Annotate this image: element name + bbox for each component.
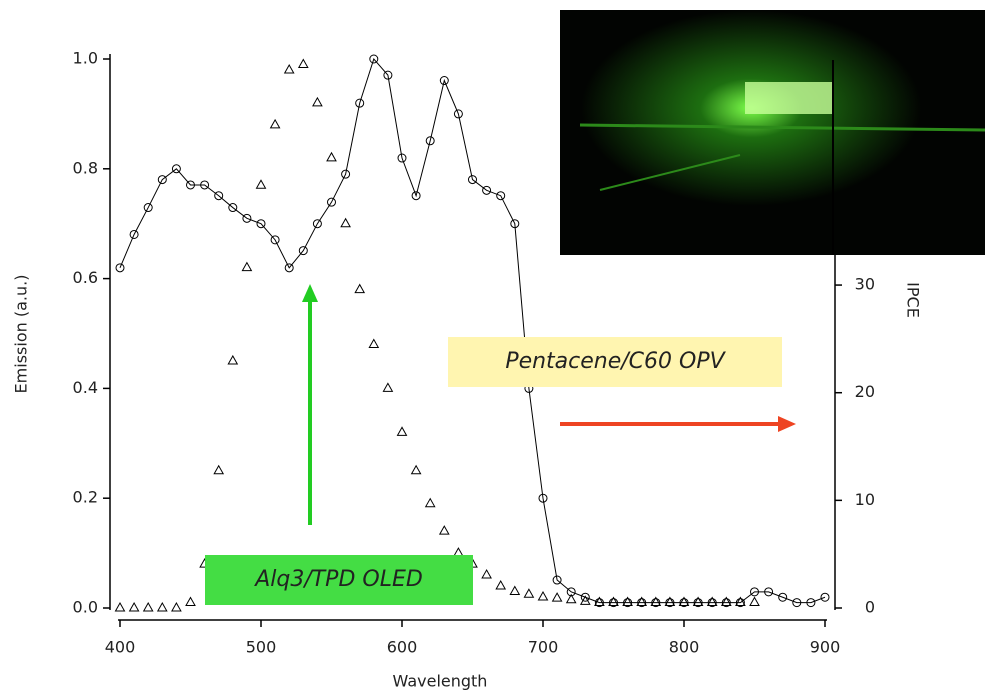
y2-tick-label: 10: [855, 490, 875, 509]
x-tick-label: 500: [246, 638, 277, 657]
chart: Wavelength Emission (a.u.) IPCE 400 500 60…: [0, 0, 985, 694]
data-point: [750, 598, 759, 606]
data-point: [228, 356, 237, 364]
y-tick-label: 0.4: [73, 378, 98, 397]
data-point: [524, 589, 533, 597]
data-point: [285, 65, 294, 73]
data-point: [186, 598, 195, 606]
data-point: [144, 603, 153, 611]
data-point: [299, 59, 308, 67]
inset-photo: [560, 10, 985, 255]
y-tick-label: 0.8: [73, 158, 98, 177]
annotation: Pentacene/C60 OPV: [505, 349, 726, 374]
y-tick-label: 0.0: [73, 598, 98, 617]
data-point: [412, 466, 421, 474]
data-point: [130, 603, 139, 611]
data-point: [271, 120, 280, 128]
x-tick-label: 800: [669, 638, 700, 657]
y-tick-label: 0.6: [73, 268, 98, 287]
data-point: [369, 339, 378, 347]
data-point: [214, 466, 223, 474]
data-point: [383, 383, 392, 391]
data-point: [327, 153, 336, 161]
y-axis-title: Emission (a.u.): [12, 275, 31, 394]
data-point: [510, 587, 519, 595]
y-tick-label: 1.0: [73, 49, 98, 68]
annotation: Alq3/TPD OLED: [253, 567, 423, 592]
y-tick-label: 0.2: [73, 488, 98, 507]
y2-tick-label: 20: [855, 382, 875, 401]
data-point: [440, 526, 449, 534]
data-point: [158, 603, 167, 611]
data-point: [242, 263, 251, 271]
data-point: [553, 593, 562, 601]
data-point: [496, 581, 505, 589]
x-tick-label: 900: [810, 638, 841, 657]
data-point: [482, 570, 491, 578]
data-point: [341, 219, 350, 227]
data-point: [398, 427, 407, 435]
data-point: [313, 98, 322, 106]
data-point: [257, 180, 266, 188]
data-point: [355, 285, 364, 293]
arrows: [302, 284, 796, 525]
x-axis-title: Wavelength: [393, 672, 488, 691]
data-point: [454, 548, 463, 556]
data-point: [172, 603, 181, 611]
y2-tick-label: 0: [865, 598, 875, 617]
x-tick-label: 600: [387, 638, 418, 657]
y2-axis-title: IPCE: [904, 282, 923, 318]
y2-tick-label: 30: [855, 275, 875, 294]
data-point: [426, 499, 435, 507]
data-point: [539, 592, 548, 600]
x-tick-label: 400: [105, 638, 136, 657]
x-tick-label: 700: [528, 638, 559, 657]
data-point: [116, 603, 125, 611]
